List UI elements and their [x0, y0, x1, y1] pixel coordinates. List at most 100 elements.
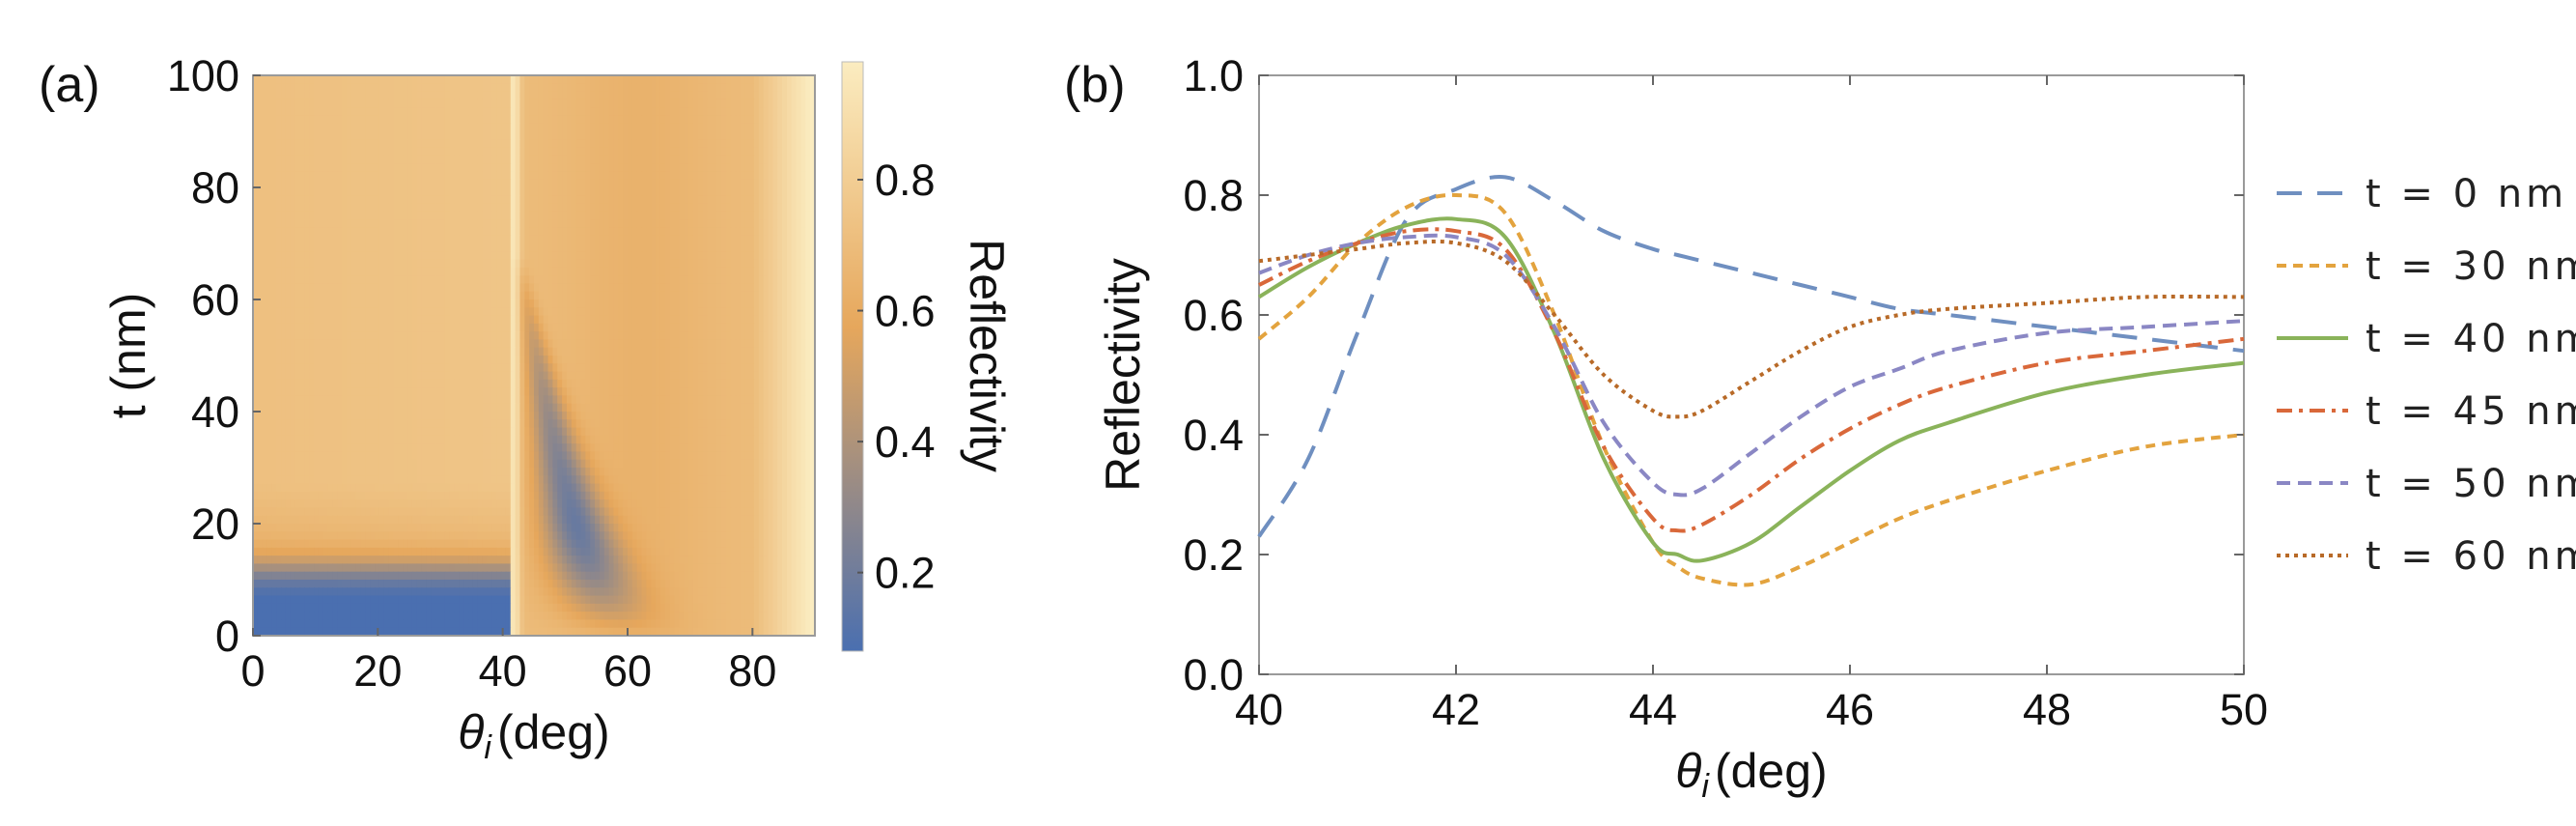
- heatmap-cell: [501, 291, 507, 300]
- heatmap-cell: [276, 75, 282, 84]
- heatmap-cell: [309, 99, 315, 108]
- heatmap-cell: [421, 291, 428, 300]
- heatmap-cell: [416, 331, 423, 341]
- heatmap-cell: [603, 283, 610, 293]
- heatmap-cell: [276, 107, 282, 117]
- heatmap-cell: [421, 107, 428, 117]
- heatmap-cell: [707, 243, 713, 252]
- heatmap-cell: [651, 267, 657, 276]
- heatmap-cell: [575, 403, 582, 413]
- heatmap-cell: [421, 163, 428, 173]
- heatmap-cell: [459, 331, 464, 341]
- heatmap-cell: [332, 299, 338, 308]
- heatmap-cell: [659, 163, 666, 173]
- heatmap-cell: [753, 147, 760, 157]
- heatmap-cell: [281, 299, 287, 308]
- heatmap-cell: [482, 251, 489, 261]
- heatmap-cell: [421, 307, 428, 317]
- heatmap-cell: [796, 83, 802, 93]
- heatmap-cell: [271, 307, 277, 317]
- heatmap-cell: [664, 267, 671, 276]
- heatmap-cell: [342, 155, 348, 164]
- heatmap-cell: [435, 371, 441, 381]
- heatmap-cell: [449, 356, 456, 364]
- heatmap-cell: [646, 163, 652, 173]
- heatmap-cell: [342, 99, 348, 108]
- heatmap-cell: [281, 235, 287, 244]
- heatmap-cell: [613, 195, 619, 205]
- heatmap-cell: [575, 227, 582, 237]
- heatmap-cell: [342, 147, 348, 157]
- heatmap-cell: [496, 115, 502, 125]
- heatmap-cell: [595, 75, 601, 84]
- heatmap-cell: [350, 356, 357, 364]
- heatmap-cell: [266, 203, 272, 213]
- heatmap-cell: [431, 363, 436, 373]
- heatmap-cell: [590, 203, 596, 213]
- heatmap-cell: [684, 187, 689, 196]
- heatmap-cell: [482, 347, 489, 356]
- heatmap-cell: [618, 363, 624, 373]
- heatmap-cell: [505, 235, 512, 244]
- heatmap-cell: [440, 363, 446, 373]
- heatmap-cell: [805, 107, 811, 117]
- heatmap-cell: [482, 395, 489, 405]
- heatmap-cell: [631, 363, 638, 373]
- heatmap-cell: [712, 147, 717, 157]
- heatmap-cell: [669, 331, 676, 341]
- heatmap-cell: [721, 139, 727, 149]
- heatmap-cell: [416, 259, 423, 269]
- heatmap-cell: [524, 83, 530, 93]
- heatmap-cell: [463, 123, 469, 132]
- heatmap-cell: [435, 147, 441, 157]
- heatmap-cell: [355, 163, 362, 173]
- heatmap-cell: [603, 179, 610, 188]
- heatmap-cell: [468, 83, 474, 93]
- heatmap-cell: [472, 379, 479, 388]
- heatmap-cell: [664, 91, 671, 100]
- heatmap-cell: [388, 211, 395, 220]
- heatmap-cell: [768, 259, 773, 269]
- heatmap-cell: [684, 259, 689, 269]
- heatmap-cell: [557, 99, 563, 108]
- heatmap-cell: [383, 387, 390, 397]
- heatmap-cell: [749, 123, 755, 132]
- heatmap-cell: [547, 243, 553, 252]
- heatmap-cell: [575, 395, 582, 405]
- heatmap-cell: [707, 107, 713, 117]
- heatmap-cell: [744, 131, 750, 140]
- heatmap-cell: [740, 195, 745, 205]
- heatmap-cell: [692, 243, 699, 252]
- heatmap-cell: [538, 171, 545, 181]
- heatmap-cell: [608, 339, 615, 349]
- heatmap-cell: [393, 307, 399, 317]
- heatmap-cell: [463, 331, 469, 341]
- heatmap-cell: [294, 147, 301, 157]
- heatmap-cell: [547, 155, 553, 164]
- heatmap-cell: [659, 347, 666, 356]
- heatmap-cell: [810, 363, 816, 373]
- heatmap-cell: [411, 83, 418, 93]
- heatmap-cell: [355, 107, 362, 117]
- heatmap-cell: [347, 219, 352, 229]
- heatmap-cell: [618, 147, 624, 157]
- heatmap-cell: [454, 235, 460, 244]
- heatmap-cell: [519, 403, 525, 413]
- heatmap-cell: [468, 203, 474, 213]
- heatmap-cell: [758, 227, 765, 237]
- heatmap-cell: [421, 315, 428, 325]
- heatmap-cell: [805, 99, 811, 108]
- heatmap-cell: [304, 307, 310, 317]
- heatmap-cell: [628, 267, 633, 276]
- heatmap-cell: [463, 83, 469, 93]
- heatmap-cell: [505, 339, 512, 349]
- heatmap-cell: [753, 155, 760, 164]
- heatmap-cell: [257, 243, 264, 252]
- heatmap-cell: [692, 107, 699, 117]
- heatmap-cell: [529, 339, 535, 349]
- heatmap-cell: [266, 195, 272, 205]
- heatmap-cell: [744, 75, 750, 84]
- heatmap-cell: [796, 99, 802, 108]
- heatmap-cell: [342, 235, 348, 244]
- heatmap-cell: [355, 139, 362, 149]
